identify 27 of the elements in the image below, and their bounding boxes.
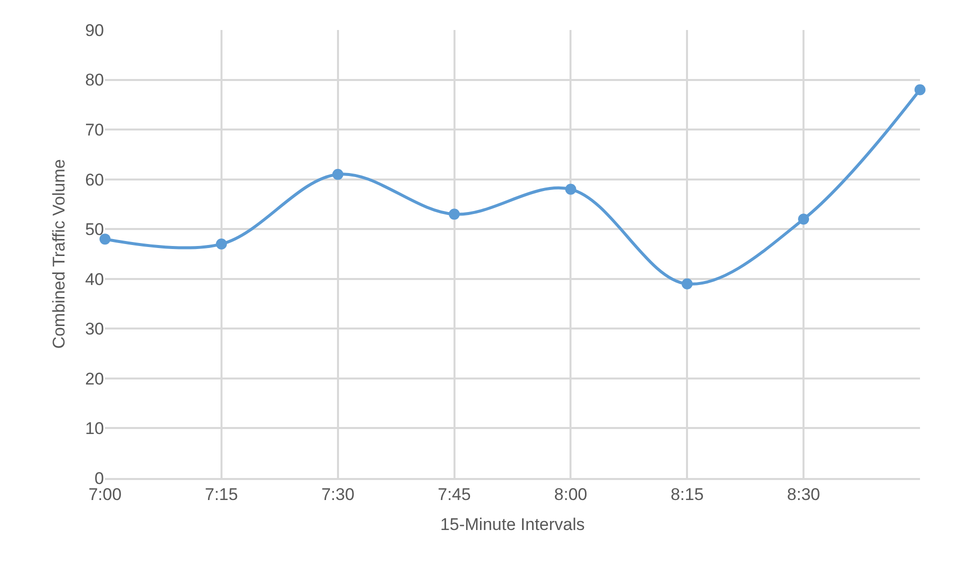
point xyxy=(565,184,576,195)
y-axis-title: Combined Traffic Volume xyxy=(50,159,69,349)
point xyxy=(798,214,810,225)
point xyxy=(216,238,227,250)
point xyxy=(332,168,344,180)
x-tick-label: 7:45 xyxy=(438,485,471,504)
y-tick-label: 70 xyxy=(85,120,104,140)
y-tick-label: 60 xyxy=(85,170,104,190)
y-tick-label: 10 xyxy=(85,419,104,438)
y-tick-label: 80 xyxy=(85,70,104,90)
x-tick-label: 7:00 xyxy=(88,485,122,504)
point xyxy=(682,278,693,290)
y-tick-label: 30 xyxy=(85,320,104,339)
point xyxy=(448,208,460,220)
y-tick-label: 90 xyxy=(85,20,104,40)
x-tick-label: 8:30 xyxy=(787,485,820,504)
x-tick-label: 8:00 xyxy=(554,485,588,504)
y-tick-label: 50 xyxy=(85,220,104,240)
y-tick-label: 20 xyxy=(85,369,104,388)
x-tick-label: 8:15 xyxy=(670,485,704,504)
point xyxy=(914,84,926,96)
y-tick-label: 0 xyxy=(94,468,104,488)
y-tick-label: 40 xyxy=(85,270,104,289)
x-axis-title: 15-Minute Intervals xyxy=(440,515,585,534)
point xyxy=(100,234,110,245)
x-tick-label: 7:15 xyxy=(204,485,238,504)
x-tick-label: 7:30 xyxy=(321,485,354,504)
